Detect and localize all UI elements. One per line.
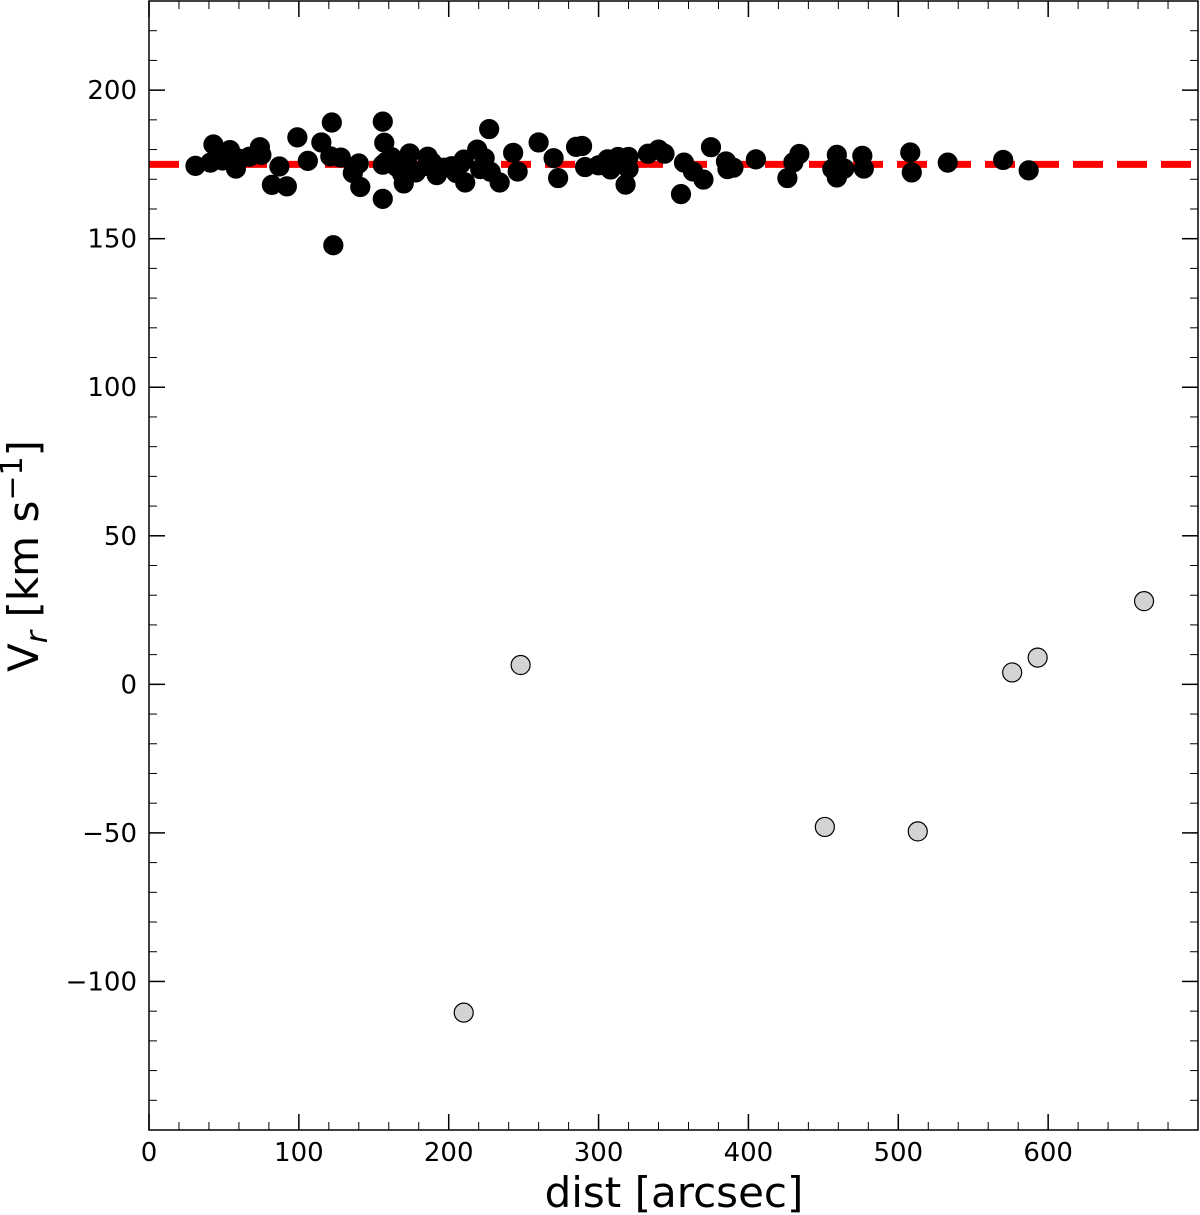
- data-point: [789, 143, 810, 165]
- data-point: [834, 158, 855, 179]
- x-axis-label: dist [arcsec]: [545, 1168, 804, 1215]
- y-axis-label-units: [km s: [0, 501, 48, 631]
- data-point: [372, 111, 393, 132]
- y-tick-label: −100: [66, 967, 137, 997]
- data-point: [453, 1002, 474, 1023]
- data-point: [1133, 591, 1155, 612]
- data-point: [900, 142, 921, 163]
- data-point: [507, 161, 528, 182]
- data-point: [399, 143, 420, 164]
- data-point: [323, 235, 344, 256]
- data-point: [993, 149, 1014, 171]
- y-tick-label: 100: [87, 373, 137, 403]
- plot-frame: [148, 0, 1199, 1131]
- y-tick-label: −50: [82, 819, 137, 849]
- data-point: [489, 172, 510, 193]
- data-point: [1018, 160, 1039, 181]
- data-point: [297, 150, 318, 171]
- y-axis-label-superscript: −1: [0, 456, 30, 500]
- data-point: [548, 167, 569, 189]
- x-tick-label: 100: [274, 1138, 324, 1168]
- data-point: [1002, 662, 1023, 683]
- data-point: [453, 149, 474, 170]
- data-point: [853, 158, 874, 179]
- x-tick-label: 600: [1023, 1138, 1073, 1168]
- data-point: [745, 149, 767, 170]
- series-0: [185, 111, 1039, 256]
- data-points: [185, 111, 1155, 1023]
- data-point: [528, 132, 549, 153]
- data-point: [269, 156, 290, 177]
- y-tick-labels: −100 −50 0 50 100 150 200: [66, 76, 137, 997]
- data-point: [670, 184, 692, 205]
- data-point: [907, 821, 928, 842]
- data-point: [348, 153, 369, 174]
- data-point: [330, 147, 351, 168]
- series-1: [453, 591, 1155, 1023]
- x-tick-label: 400: [724, 1138, 774, 1168]
- data-point: [693, 169, 714, 190]
- y-tick-label: 50: [104, 522, 137, 552]
- data-point: [503, 142, 524, 163]
- y-axis-label-base: V: [0, 643, 48, 672]
- y-tick-label: 150: [87, 225, 137, 255]
- data-point: [510, 654, 531, 676]
- data-point: [543, 148, 564, 169]
- y-axis-label: Vr [km s−1]: [0, 440, 55, 672]
- y-tick-label: 0: [120, 670, 137, 700]
- data-point: [372, 188, 393, 209]
- data-point: [814, 816, 835, 838]
- data-point: [618, 158, 639, 179]
- major-ticks: [148, 1, 1198, 1130]
- data-point: [276, 176, 297, 197]
- x-tick-label: 200: [424, 1138, 474, 1168]
- y-axis-label-units-end: ]: [0, 440, 48, 456]
- x-tick-labels: 0 100 200 300 400 500 600: [141, 1138, 1073, 1168]
- data-point: [723, 157, 744, 178]
- data-point: [479, 118, 500, 140]
- data-point: [1027, 647, 1048, 668]
- x-tick-label: 0: [141, 1138, 158, 1168]
- x-tick-label: 300: [574, 1138, 624, 1168]
- data-point: [287, 127, 308, 148]
- data-point: [455, 172, 476, 193]
- y-axis-label-subscript: r: [20, 629, 55, 643]
- data-point: [654, 143, 675, 164]
- data-point: [901, 162, 922, 183]
- data-point: [571, 135, 593, 157]
- x-tick-label: 500: [873, 1138, 923, 1168]
- data-point: [700, 137, 722, 158]
- data-point: [251, 144, 272, 166]
- data-point: [321, 112, 342, 133]
- y-tick-label: 200: [87, 76, 137, 106]
- data-point: [350, 176, 371, 198]
- data-point: [937, 152, 958, 173]
